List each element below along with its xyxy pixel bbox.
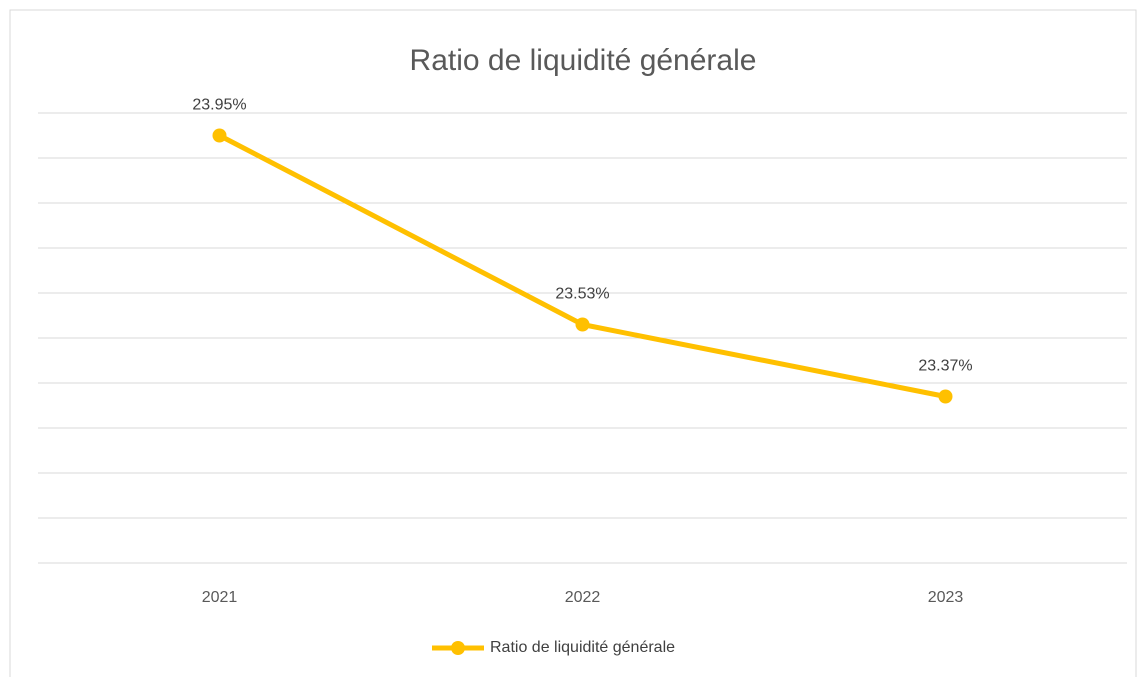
legend-label: Ratio de liquidité générale — [490, 639, 675, 656]
x-tick-label: 2021 — [202, 589, 238, 606]
chart-title: Ratio de liquidité générale — [410, 44, 757, 77]
data-label: 23.95% — [192, 97, 246, 114]
data-label: 23.37% — [918, 358, 972, 375]
chart-border — [9, 9, 1137, 677]
data-point — [212, 128, 227, 143]
x-tick-label: 2022 — [565, 589, 601, 606]
data-line — [218, 133, 946, 399]
x-tick-label: 2023 — [928, 589, 964, 606]
data-point — [938, 389, 953, 404]
data-point — [575, 317, 590, 332]
legend-marker — [451, 641, 465, 655]
data-label: 23.53% — [555, 286, 609, 303]
